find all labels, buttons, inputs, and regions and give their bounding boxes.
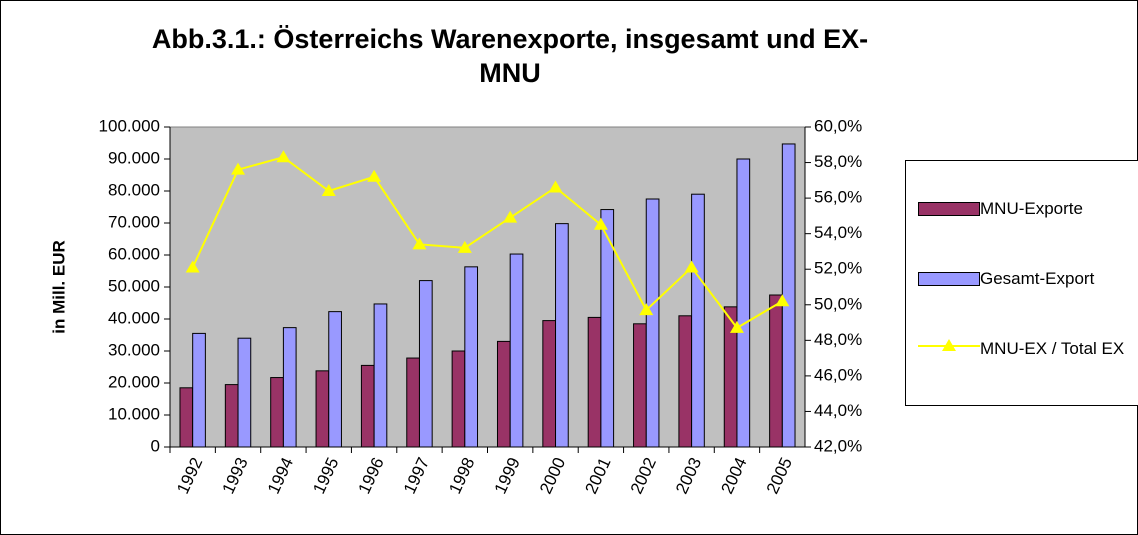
- x-tick-label: 1999: [491, 455, 524, 497]
- bar: [282, 327, 297, 448]
- y2-tick-label: 54,0%: [814, 223, 862, 242]
- x-tick-label: 1995: [309, 455, 342, 497]
- bar: [542, 320, 557, 448]
- bar: [691, 193, 705, 448]
- x-tick-label: 2003: [672, 455, 705, 497]
- bar: [769, 294, 783, 448]
- bar: [633, 323, 647, 448]
- y-axis-title: in Mill. EUR: [49, 240, 68, 334]
- y-tick-label: 80.000: [108, 180, 160, 199]
- bar: [464, 266, 479, 448]
- bar: [496, 340, 511, 448]
- bar: [509, 253, 524, 448]
- marker: [684, 260, 699, 273]
- bar: [237, 337, 252, 448]
- bar: [645, 198, 660, 448]
- bar: [555, 223, 569, 448]
- x-tick-label: 1994: [264, 455, 297, 497]
- marker: [548, 180, 563, 193]
- bar: [373, 303, 388, 448]
- legend: MNU-Exporte Gesamt-Export MNU-EX / Total E…: [905, 160, 1138, 406]
- bar: [600, 209, 615, 448]
- marker: [231, 162, 246, 175]
- bar: [781, 143, 796, 448]
- legend-label: Gesamt-Export: [980, 269, 1095, 288]
- y2-tick-label: 50,0%: [814, 294, 862, 313]
- marker: [321, 184, 336, 196]
- marker: [276, 150, 291, 163]
- y-tick-label: 100.000: [99, 116, 160, 135]
- y-tick-label: 40.000: [108, 308, 160, 327]
- marker: [503, 210, 518, 223]
- plot-area: [169, 126, 806, 448]
- marker: [367, 169, 382, 182]
- bar: [224, 384, 239, 448]
- legend-item: MNU-Exporte: [918, 199, 1130, 219]
- bar: [736, 158, 751, 448]
- y-tick-label: 70.000: [108, 212, 160, 231]
- y-tick-label: 10.000: [108, 404, 160, 423]
- bar: [192, 332, 206, 448]
- legend-swatch: [918, 272, 980, 286]
- bar: [315, 370, 330, 448]
- chart-title: Abb.3.1.: Österreichs Warenexporte, insg…: [151, 24, 869, 88]
- x-tick-label: 2005: [763, 455, 796, 497]
- bar: [406, 357, 420, 448]
- bar: [678, 315, 693, 448]
- x-tick-label: 1996: [355, 455, 388, 497]
- legend-item: MNU-EX / Total EX: [918, 339, 1130, 359]
- line: [191, 156, 783, 330]
- y2-tick-label: 56,0%: [814, 188, 862, 207]
- legend-swatch: [918, 202, 980, 216]
- x-tick-label: 1992: [173, 455, 206, 497]
- y2-tick-label: 46,0%: [814, 365, 862, 384]
- marker: [639, 303, 654, 316]
- y2-tick-label: 44,0%: [814, 401, 862, 420]
- y-tick-label: 20.000: [108, 372, 160, 391]
- bar: [360, 364, 375, 448]
- bar: [179, 387, 194, 448]
- legend-line: [918, 339, 980, 351]
- y-tick-label: 60.000: [108, 244, 160, 263]
- marker: [729, 320, 744, 333]
- x-tick-label: 2004: [717, 455, 750, 497]
- y-tick-label: 30.000: [108, 340, 160, 359]
- marker: [457, 240, 472, 253]
- x-tick-label: 2000: [536, 455, 569, 497]
- y-tick-label: 90.000: [108, 148, 160, 167]
- legend-swatch: [918, 339, 980, 356]
- y2-tick-label: 52,0%: [814, 259, 862, 278]
- x-tick-label: 1998: [445, 455, 478, 497]
- y-tick-label: 0: [151, 436, 160, 455]
- marker: [185, 260, 200, 273]
- y2-tick-label: 48,0%: [814, 330, 862, 349]
- legend-item: Gesamt-Export: [918, 269, 1130, 289]
- marker: [593, 217, 608, 230]
- marker: [775, 294, 790, 307]
- y2-tick-label: 58,0%: [814, 152, 862, 171]
- y-tick-label: 50.000: [108, 276, 160, 295]
- bar: [418, 280, 433, 448]
- bar: [270, 377, 284, 448]
- legend-label: MNU-Exporte: [980, 199, 1083, 218]
- bar: [451, 350, 466, 448]
- x-tick-label: 1997: [400, 455, 433, 497]
- x-tick-label: 1993: [219, 455, 252, 497]
- y2-tick-label: 42,0%: [814, 436, 862, 455]
- marker: [412, 237, 427, 250]
- bar: [587, 316, 602, 448]
- bar: [328, 311, 342, 448]
- legend-label: MNU-EX / Total EX: [980, 339, 1125, 358]
- x-tick-label: 2002: [627, 455, 660, 497]
- y2-tick-label: 60,0%: [814, 116, 862, 135]
- x-tick-label: 2001: [581, 455, 614, 497]
